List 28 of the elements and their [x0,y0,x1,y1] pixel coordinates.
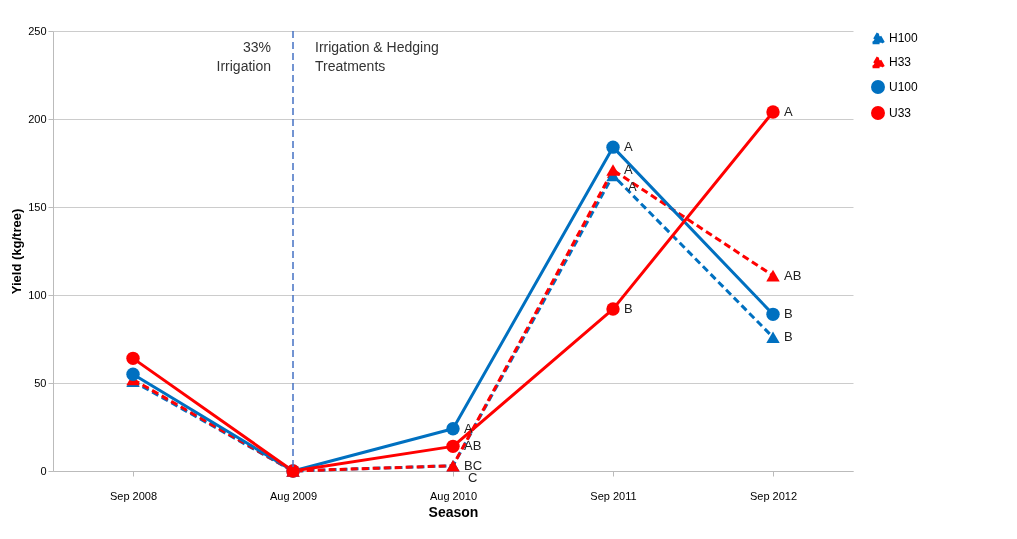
annotation: A [784,103,793,119]
y-tick-label: 250 [28,24,47,37]
annotation: AB [784,267,802,283]
x-tick-label: Sep 2012 [749,489,798,502]
annotation: B [784,329,793,345]
annotation: B [784,306,793,322]
x-tick-label: Sep 2008 [109,489,158,502]
annotation: B [624,301,633,317]
y-tick-label: 0 [40,464,47,477]
legend-label: U100 [889,80,919,94]
y-tick-label: 200 [28,112,47,125]
annotation: A [624,139,633,155]
y-axis-title: Yield (kg/tree) [9,208,25,295]
legend-label: H33 [889,55,912,69]
annotation: AB [464,438,482,454]
y-tick-label: 100 [28,288,47,301]
annotation: Irrigation & Hedging Treatments [315,39,439,74]
x-tick-label: Aug 2010 [429,489,478,502]
y-tick-label: 50 [34,376,47,389]
legend-label: U33 [889,106,912,120]
y-tick-label: 150 [28,200,47,213]
legend-label: H100 [889,31,919,45]
annotation: 33% Irrigation [216,39,271,74]
annotation: A [464,420,473,436]
x-tick-label: Aug 2009 [269,489,318,502]
x-axis-title: Season [428,503,479,520]
x-tick-label: Sep 2011 [590,489,637,502]
annotation: A [624,162,633,178]
